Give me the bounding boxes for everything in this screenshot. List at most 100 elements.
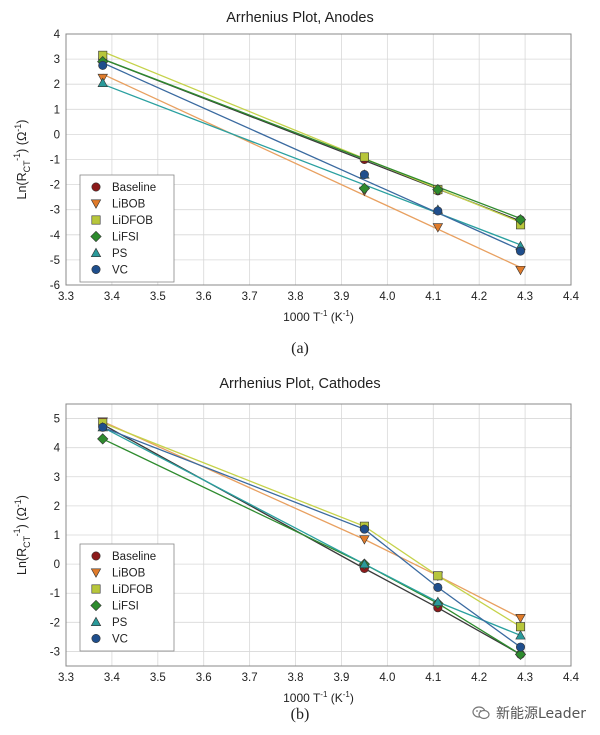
y-axis-label: Ln(RCT-1) (Ω-1)	[12, 120, 32, 200]
data-point	[432, 596, 444, 606]
data-point	[359, 152, 369, 162]
legend-marker	[90, 230, 102, 243]
plot-border	[65, 403, 572, 667]
legend-label: Baseline	[112, 551, 156, 563]
x-axis-label: 1000 T-1 (K-1)	[283, 309, 354, 324]
legend-label: LiDFOB	[112, 215, 153, 227]
x-tick-label: 3.3	[58, 672, 74, 684]
x-tick-label: 3.9	[333, 672, 349, 684]
y-tick-label: -1	[50, 155, 60, 167]
y-tick-label: 0	[54, 559, 60, 571]
y-tick-label: -6	[50, 280, 60, 292]
y-tick-label: 2	[54, 79, 60, 91]
y-tick-label: 1	[54, 104, 60, 116]
chart-title: Arrhenius Plot, Cathodes	[219, 376, 380, 392]
x-tick-label: 3.7	[242, 291, 258, 303]
legend-marker	[91, 551, 101, 561]
x-axis-label: 1000 T-1 (K-1)	[283, 690, 354, 705]
data-point	[358, 182, 371, 194]
legend-marker	[90, 199, 102, 209]
data-point	[514, 648, 527, 660]
series-line-lidfob	[102, 422, 521, 628]
series-line-vc	[102, 62, 521, 251]
data-point	[97, 77, 108, 87]
data-point	[432, 183, 444, 196]
chart-anodes-svg: Arrhenius Plot, Anodes 3.3 3.4 3.5 3.6 3.7 3.8…	[12, 10, 580, 324]
y-tick-label: 4	[54, 443, 61, 455]
data-point	[515, 630, 526, 640]
legend-label: PS	[112, 617, 128, 629]
x-tick-label: 4.0	[379, 672, 395, 684]
legend-label: LiFSI	[112, 232, 139, 244]
chart-cathodes-svg: Arrhenius Plot, Cathodes 3.3 3.4 3.5 3.6 3.7 3…	[12, 376, 580, 705]
x-tick-label: 3.8	[288, 291, 304, 303]
y-tick-label: 3	[54, 472, 60, 484]
series-line-baseline	[102, 423, 521, 655]
y-tick-label: 3	[54, 54, 60, 66]
legend-label: VC	[112, 634, 128, 646]
chart-anodes: Arrhenius Plot, Anodes 3.3 3.4 3.5 3.6 3.7 3.8…	[0, 0, 600, 365]
x-tick-label: 3.5	[150, 291, 166, 303]
watermark-text: 新能源Leader	[495, 706, 586, 722]
legend-marker	[90, 568, 102, 578]
x-tick-label: 4.3	[517, 291, 533, 303]
data-point	[432, 223, 444, 233]
legend-label: LiDFOB	[112, 584, 153, 596]
y-tick-label: 4	[54, 29, 61, 41]
chart-cathodes: Arrhenius Plot, Cathodes 3.3 3.4 3.5 3.6 3.7 3…	[0, 368, 600, 735]
legend-label: VC	[112, 265, 128, 277]
y-tick-label: -3	[50, 205, 60, 217]
legend-marker	[90, 247, 102, 258]
y-axis-label: Ln(RCT-1) (Ω-1)	[12, 495, 32, 575]
x-tick-label: 4.4	[563, 672, 580, 684]
y-tick-label: 2	[54, 501, 60, 513]
legend-marker	[90, 616, 102, 627]
caption-b: (b)	[290, 706, 310, 723]
data-point	[433, 582, 443, 592]
x-tick-label: 3.8	[288, 672, 304, 684]
series-points-vc	[98, 60, 525, 256]
plot-border	[65, 33, 572, 286]
y-tick-label: 5	[54, 414, 60, 426]
x-tick-label: 3.6	[196, 672, 212, 684]
x-tick-label: 4.0	[379, 291, 395, 303]
series-line-lidfob	[102, 50, 521, 223]
data-point	[98, 422, 108, 432]
y-tick-label: -3	[50, 646, 60, 658]
caption-a: (a)	[291, 340, 309, 357]
x-tick-label: 3.7	[242, 672, 258, 684]
data-point	[359, 535, 370, 545]
data-point	[433, 206, 443, 216]
series-line-libob	[102, 73, 521, 268]
data-point	[515, 622, 525, 632]
data-point	[98, 60, 108, 70]
series-line-lifsi	[102, 58, 521, 220]
data-point	[359, 524, 369, 534]
x-tick-label: 3.5	[150, 672, 166, 684]
watermark: 新能源Leader	[472, 703, 586, 723]
y-tick-label: -2	[50, 617, 60, 629]
data-point	[359, 170, 369, 180]
data-point	[515, 642, 525, 652]
data-point	[515, 265, 526, 276]
legend-label: LiBOB	[112, 568, 146, 580]
x-tick-label: 4.1	[425, 672, 441, 684]
y-tick-label: -2	[50, 180, 60, 192]
x-tick-label: 3.3	[58, 291, 74, 303]
x-tick-label: 4.3	[517, 672, 533, 684]
wechat-icon	[472, 706, 490, 720]
y-tick-label: -5	[50, 255, 60, 267]
x-tick-label: 4.2	[471, 291, 487, 303]
chart-title: Arrhenius Plot, Anodes	[226, 10, 374, 26]
x-tick-label: 4.2	[471, 672, 487, 684]
y-tick-label: 1	[54, 530, 60, 542]
data-point	[97, 433, 109, 445]
x-tick-label: 4.4	[563, 291, 580, 303]
x-tick-label: 4.1	[425, 291, 441, 303]
data-point	[515, 246, 525, 256]
series-line-ps	[102, 426, 521, 637]
y-tick-label: 0	[54, 129, 60, 141]
legend-label: Baseline	[112, 182, 156, 194]
x-tick-label: 3.4	[104, 291, 121, 303]
y-tick-label: -4	[50, 230, 61, 242]
